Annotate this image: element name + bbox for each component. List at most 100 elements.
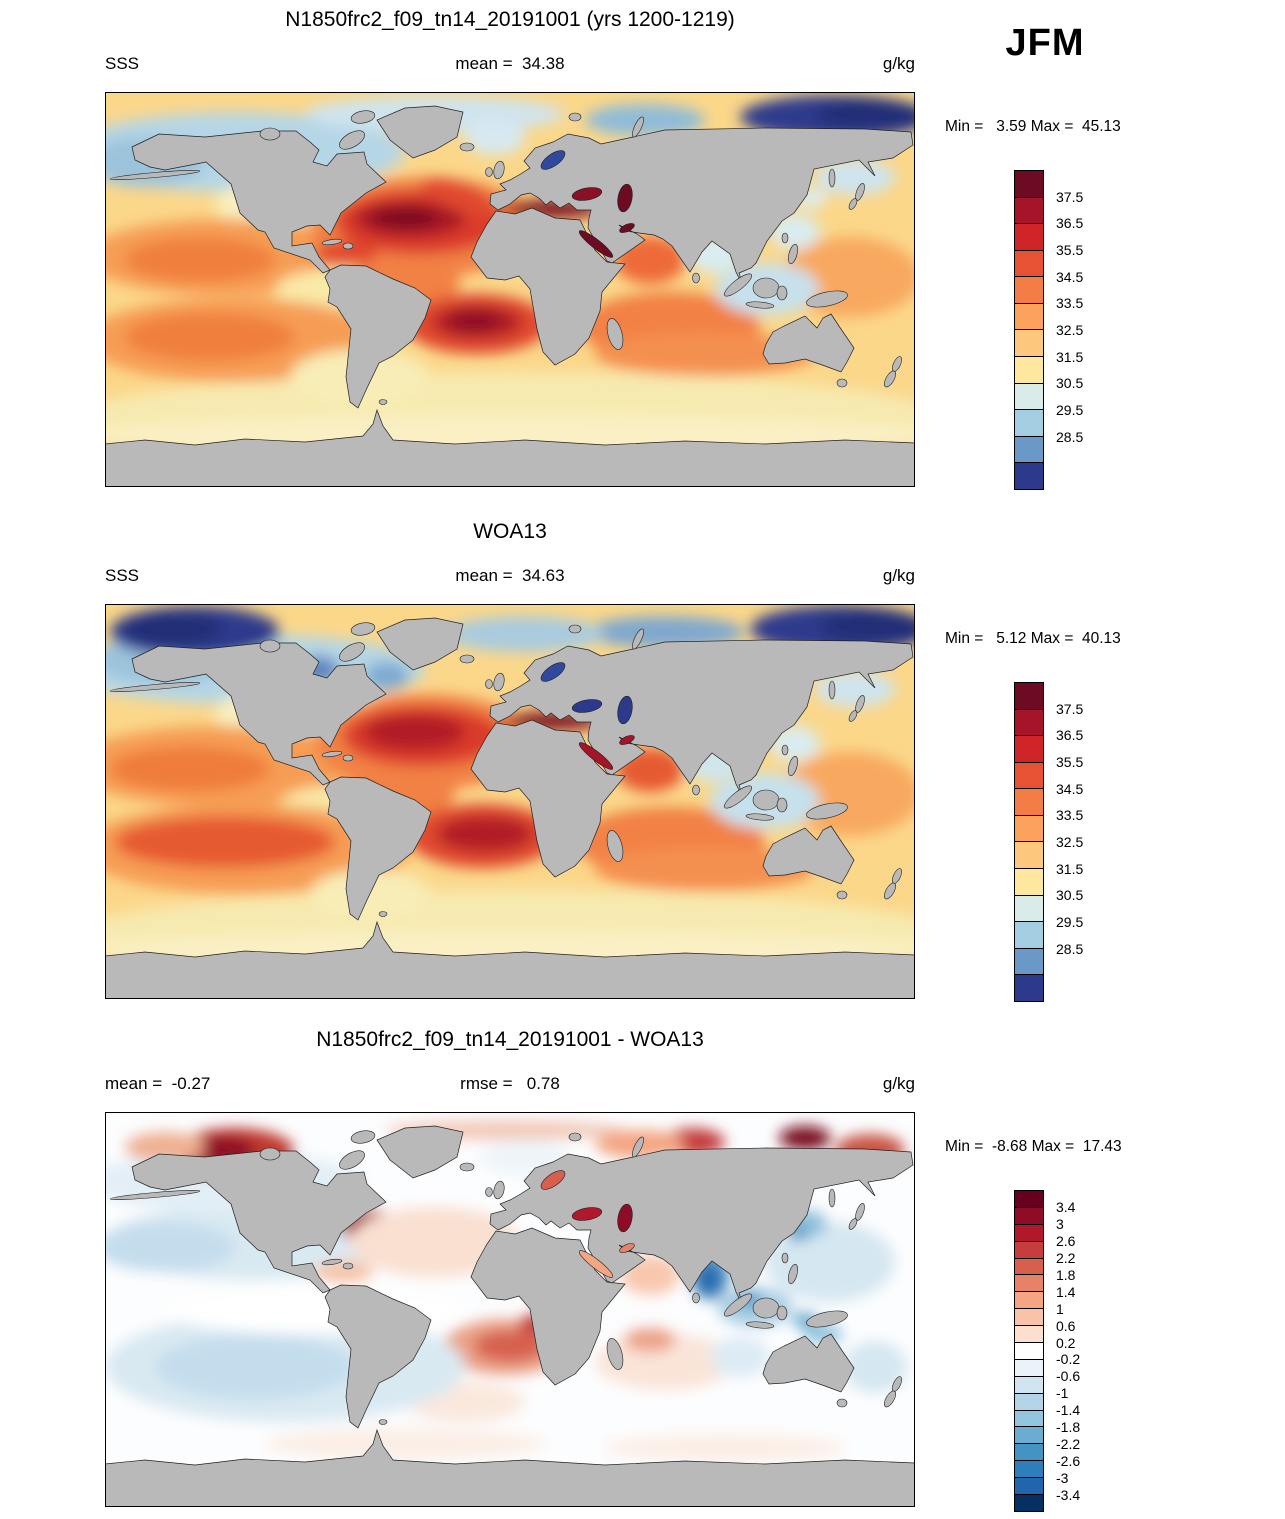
colorbar-tick-label: 31.5: [1056, 348, 1084, 365]
field-blob: [585, 104, 705, 136]
field-blob: [373, 208, 437, 228]
variable-label: SSS: [105, 54, 140, 73]
island: [459, 654, 475, 664]
colorbar-segment: [1015, 974, 1043, 1001]
colorbar-segment: [1015, 435, 1043, 463]
landmass: [489, 639, 914, 799]
colorbar-tick-label: 2.2: [1056, 1249, 1076, 1266]
landmass: [376, 1125, 464, 1179]
ocean-field: [105, 95, 915, 462]
island: [836, 1398, 848, 1408]
field-blob: [105, 1222, 235, 1272]
island: [350, 110, 376, 124]
landmass: [105, 920, 915, 999]
landmass: [489, 127, 914, 287]
map-content: [105, 1112, 915, 1507]
landmass: [762, 825, 855, 885]
field-blob: [449, 311, 501, 331]
colorbar-segment: [1015, 1426, 1043, 1444]
colorbar-segment: [1015, 1274, 1043, 1292]
landmass: [131, 1150, 387, 1294]
map-frame: [105, 92, 915, 487]
colorbar-ticks: 37.5 36.5 35.5 34.5 33.5 32.5 31.5 30.5 29.5 28.5: [1056, 682, 1126, 1002]
inland-sea: [571, 699, 603, 713]
colorbar-tick-label: 37.5: [1056, 188, 1084, 205]
landmass: [105, 408, 915, 487]
island: [606, 830, 624, 862]
field-blob: [445, 616, 605, 652]
colorbar-segment: [1015, 1392, 1043, 1410]
landmass: [376, 105, 464, 159]
island: [723, 273, 753, 297]
colorbar-segment: [1015, 382, 1043, 410]
inland-sea: [540, 1170, 566, 1190]
world-map: [105, 92, 915, 487]
colorbar-tick-label: 36.5: [1056, 215, 1084, 232]
colorbar-tick-label: 33.5: [1056, 295, 1084, 312]
island: [485, 1187, 493, 1197]
colorbar-tick-label: 2.6: [1056, 1232, 1076, 1249]
inland-seas: [540, 662, 635, 770]
field-blob: [115, 816, 335, 868]
colorbar-tick-label: -0.6: [1056, 1368, 1081, 1385]
colorbar-segment: [1015, 868, 1043, 895]
stats-row: mean = -0.27 rmse = 0.78 g/kg: [105, 1074, 915, 1094]
colorbar: 37.5 36.5 35.5 34.5 33.5 32.5 31.5 30.5 29.5 28.5: [1014, 170, 1083, 490]
inland-sea: [578, 230, 614, 258]
island: [806, 1310, 848, 1328]
colorbar: 37.5 36.5 35.5 34.5 33.5 32.5 31.5 30.5 29.5 28.5: [1014, 682, 1083, 1002]
island: [836, 378, 848, 388]
units-label: g/kg: [882, 1074, 915, 1093]
inland-sea: [571, 1207, 603, 1221]
colorbar-tick-label: 30.5: [1056, 375, 1084, 392]
colorbar-segment: [1015, 249, 1043, 277]
colorbar-ticks: 37.5 36.5 35.5 34.5 33.5 32.5 31.5 30.5 29.5 28.5: [1056, 170, 1126, 490]
colorbar-segment: [1015, 223, 1043, 250]
field-blob: [605, 1434, 845, 1462]
inland-sea: [578, 742, 614, 770]
colorbar-segment: [1015, 462, 1043, 489]
island: [606, 318, 624, 350]
island: [378, 911, 388, 917]
island: [828, 168, 836, 188]
colorbar-segments: [1014, 1190, 1044, 1512]
colorbar-segment: [1015, 302, 1043, 330]
colorbar-tick-label: 1: [1056, 1300, 1064, 1317]
landmass: [470, 207, 626, 366]
island: [723, 1293, 753, 1317]
colorbar-tick-label: 36.5: [1056, 727, 1084, 744]
field-blob: [110, 747, 270, 791]
island: [806, 290, 848, 308]
inland-sea: [617, 695, 633, 725]
field-blob: [698, 1267, 718, 1293]
island: [781, 1252, 789, 1264]
units-label: g/kg: [882, 54, 915, 73]
field-blob: [350, 1207, 520, 1277]
mean-label: mean = 34.38: [455, 54, 565, 73]
colorbar-tick-label: 34.5: [1056, 268, 1084, 285]
inland-sea: [619, 735, 635, 745]
island: [776, 1305, 788, 1321]
colorbar-segment: [1015, 409, 1043, 436]
colorbar-tick-label: 29.5: [1056, 402, 1084, 418]
island: [848, 1218, 858, 1230]
island: [788, 243, 798, 265]
field-blob: [155, 1335, 355, 1399]
field-blob: [815, 159, 895, 195]
panel-title: N1850frc2_f09_tn14_20191001 - WOA13: [316, 1028, 704, 1051]
island: [884, 882, 896, 900]
inland-seas: [540, 1170, 635, 1278]
map-frame: [105, 604, 915, 999]
colorbar-tick-label: 3.4: [1056, 1198, 1076, 1215]
colorbar-tick-label: -1.4: [1056, 1402, 1081, 1419]
island: [350, 622, 376, 636]
colorbar-segment: [1015, 1325, 1043, 1343]
island: [493, 160, 505, 180]
colorbar-tick-label: 32.5: [1056, 834, 1084, 850]
field-blob: [815, 671, 895, 707]
map-content: [105, 92, 915, 487]
island: [259, 127, 281, 141]
field-blob: [595, 332, 815, 376]
field-blob: [595, 1334, 735, 1390]
continents: [105, 617, 915, 999]
